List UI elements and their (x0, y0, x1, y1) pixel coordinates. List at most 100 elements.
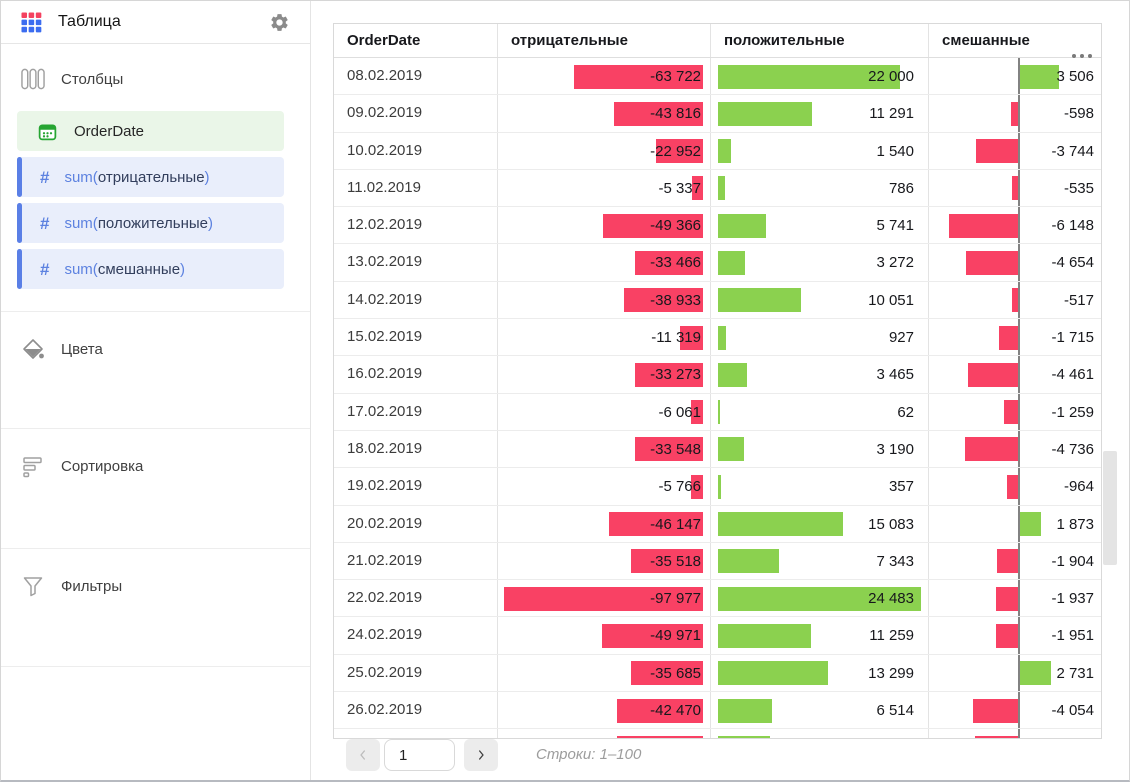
date-cell: 10.02.2019 (334, 132, 498, 169)
calendar-icon (37, 121, 58, 142)
mixed-negative-bar (967, 362, 1018, 387)
mixed-negative-bar (1007, 474, 1018, 499)
mixed-negative-bar (1003, 400, 1018, 425)
mixed-positive-bar (1020, 64, 1060, 89)
positive-bar (718, 213, 766, 238)
hash-icon: # (40, 213, 50, 233)
visualization-title[interactable]: Таблица (58, 13, 121, 30)
cell-value: 3 190 (876, 440, 914, 458)
table-row: 13.02.2019 -33 466 3 272 -4 654 (334, 244, 1101, 282)
mixed-negative-bar (996, 586, 1018, 611)
field-chip-orderdate[interactable]: OrderDate (17, 111, 284, 151)
mixed-axis-line (1018, 729, 1020, 738)
positive-cell: 357 (711, 468, 929, 505)
positive-cell: 22 000 (711, 58, 929, 95)
mixed-axis-line (1018, 281, 1020, 319)
mixed-negative-bar (964, 437, 1018, 462)
mixed-axis-line (1018, 356, 1020, 393)
mixed-cell: -964 (929, 468, 1101, 505)
vertical-scrollbar-thumb[interactable] (1103, 451, 1117, 565)
negative-bar (690, 400, 703, 425)
field-label: sum(отрицательные) (64, 168, 210, 186)
cell-value: 10 051 (868, 291, 914, 309)
cell-value: -3 744 (1051, 142, 1094, 160)
table-row: 17.02.2019 -6 061 62 -1 259 (334, 393, 1101, 431)
mixed-axis-line (1018, 580, 1020, 617)
section-colors: Цвета (1, 312, 310, 429)
mixed-axis-line (1018, 430, 1020, 468)
positive-bar (718, 250, 746, 275)
measure-accent-bar (17, 157, 22, 197)
mixed-negative-bar (1012, 176, 1018, 201)
hash-icon: # (40, 167, 50, 187)
positive-bar (718, 362, 747, 387)
negative-bar (614, 101, 703, 126)
sorting-section-label[interactable]: Сортировка (61, 457, 144, 475)
mixed-axis-line (1018, 244, 1020, 281)
date-cell: 19.02.2019 (334, 468, 498, 505)
negative-cell: -63 722 (498, 58, 711, 95)
cell-value: -33 466 (650, 254, 701, 272)
gear-icon[interactable] (269, 12, 290, 33)
field-label: sum(положительные) (64, 214, 213, 232)
cell-value: 3 506 (1056, 68, 1094, 85)
mixed-cell: -6 148 (929, 207, 1101, 244)
cell-value: -35 518 (650, 552, 701, 570)
positive-bar (718, 400, 720, 425)
table-row: 20.02.2019 -46 147 15 083 1 873 (334, 505, 1101, 543)
positive-bar (718, 176, 725, 201)
table-row: 26.02.2019 -42 470 6 514 -4 054 (334, 692, 1101, 730)
page-number-input[interactable] (384, 739, 455, 771)
column-header-mixed[interactable]: смешанные (929, 24, 1101, 58)
columns-section-label[interactable]: Столбцы (61, 70, 124, 88)
table-row: 09.02.2019 -43 816 11 291 -598 (334, 95, 1101, 133)
mixed-cell: -517 (929, 281, 1101, 319)
field-label: sum(смешанные) (64, 260, 186, 278)
positive-bar (718, 288, 802, 313)
mixed-cell: 1 873 (929, 505, 1101, 542)
column-header-negative[interactable]: отрицательные (498, 24, 711, 57)
positive-bar (718, 474, 721, 499)
date-cell: 18.02.2019 (334, 430, 498, 468)
table-widget: OrderDate отрицательные положительные см… (333, 23, 1102, 739)
field-chip-sum-отрицательные[interactable]: # sum(отрицательные) (17, 157, 284, 197)
cell-value: -42 470 (650, 702, 701, 720)
positive-cell: 3 465 (711, 356, 929, 393)
cell-value: -6 061 (658, 403, 701, 421)
positive-cell: 7 343 (711, 542, 929, 580)
date-cell: 11.02.2019 (334, 169, 498, 207)
positive-cell: 6 514 (711, 692, 929, 729)
mixed-axis-line (1018, 132, 1020, 169)
column-header-positive[interactable]: положительные (711, 24, 929, 57)
cell-value: -22 952 (650, 142, 701, 160)
filters-section-label[interactable]: Фильтры (61, 577, 123, 595)
mixed-cell: -1 937 (929, 580, 1101, 617)
mixed-cell (929, 729, 1101, 738)
field-chip-sum-смешанные[interactable]: # sum(смешанные) (17, 249, 284, 289)
negative-cell: -49 366 (498, 207, 711, 244)
section-sorting: Сортировка (1, 429, 310, 549)
negative-bar (617, 735, 703, 738)
table-row: 16.02.2019 -33 273 3 465 -4 461 (334, 356, 1101, 394)
field-chip-sum-положительные[interactable]: # sum(положительные) (17, 203, 284, 243)
date-cell: 08.02.2019 (334, 58, 498, 95)
positive-cell: 927 (711, 319, 929, 356)
negative-cell: -22 952 (498, 132, 711, 169)
header-menu-dots-icon[interactable] (1071, 38, 1093, 71)
table-visualization-icon[interactable] (21, 11, 42, 33)
mixed-negative-bar (996, 623, 1018, 648)
date-cell: 24.02.2019 (334, 617, 498, 654)
field-label: OrderDate (74, 122, 145, 140)
positive-bar (718, 325, 726, 350)
next-page-button[interactable] (464, 739, 498, 771)
mixed-negative-bar (998, 325, 1018, 350)
cell-value: -6 148 (1051, 217, 1094, 235)
section-columns: Столбцы OrderDate # sum(отрицательные) #… (1, 43, 310, 312)
date-cell: 21.02.2019 (334, 542, 498, 580)
colors-section-label[interactable]: Цвета (61, 340, 103, 358)
negative-bar (573, 64, 703, 89)
cell-value: 62 (897, 403, 914, 421)
column-header-orderdate[interactable]: OrderDate (334, 24, 498, 57)
prev-page-button[interactable] (346, 739, 380, 771)
rows-range-label: Строки: 1–100 (536, 746, 642, 763)
